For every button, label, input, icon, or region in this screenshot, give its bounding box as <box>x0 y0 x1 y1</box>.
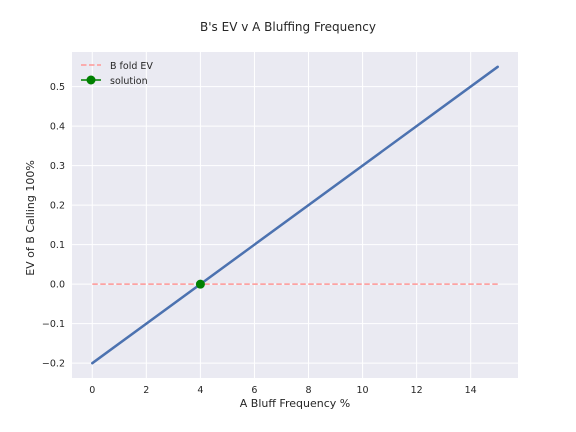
x-tick-labels: 0 2 4 6 8 10 12 14 <box>89 385 476 396</box>
x-tick-label: 2 <box>143 385 149 396</box>
x-tick-label: 8 <box>305 385 311 396</box>
y-axis-label: EV of B Calling 100% <box>24 160 37 276</box>
x-tick-label: 12 <box>411 385 423 396</box>
legend-solution-swatch-marker <box>86 75 96 85</box>
y-tick-labels: −0.2 −0.1 0.0 0.1 0.2 0.3 0.4 0.5 <box>42 82 65 370</box>
x-tick-label: 10 <box>357 385 369 396</box>
y-tick-label: 0.1 <box>50 240 65 251</box>
x-tick-label: 0 <box>89 385 95 396</box>
x-axis-label: A Bluff Frequency % <box>240 397 350 410</box>
solution-point <box>195 279 205 289</box>
x-tick-label: 14 <box>465 385 477 396</box>
ev-line <box>91 65 499 365</box>
y-tick-label: 0.3 <box>50 161 65 172</box>
x-tick-label: 6 <box>251 385 257 396</box>
legend-solution-label: solution <box>110 76 148 87</box>
legend: B fold EV solution <box>81 61 153 87</box>
series-layer <box>91 65 499 365</box>
x-tick-label: 4 <box>197 385 203 396</box>
legend-fold-ev-label: B fold EV <box>110 61 153 72</box>
y-tick-label: 0.4 <box>50 122 65 133</box>
y-tick-label: −0.2 <box>42 359 65 370</box>
y-tick-label: 0.5 <box>50 82 65 93</box>
y-tick-label: −0.1 <box>42 319 65 330</box>
y-tick-label: 0.2 <box>50 201 65 212</box>
chart-title: B's EV v A Bluffing Frequency <box>200 20 376 34</box>
y-tick-label: 0.0 <box>50 280 65 291</box>
